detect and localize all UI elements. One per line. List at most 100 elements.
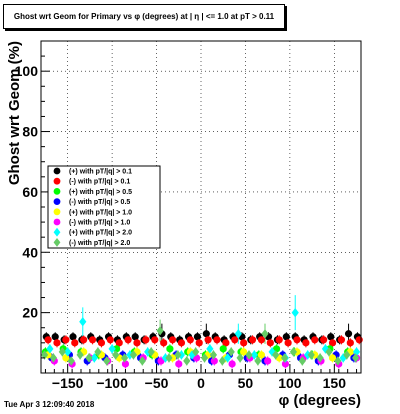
data-point [131,333,139,341]
data-point [231,336,239,344]
legend-marker [53,167,61,175]
x-tick-label: −50 [145,375,169,391]
data-point [344,330,353,338]
data-point [218,356,226,366]
data-point [192,347,200,357]
data-point [206,344,214,354]
data-point [121,360,130,368]
data-point [289,347,298,357]
data-point [228,360,236,368]
data-point [53,339,61,347]
data-point [79,317,87,327]
data-point [209,350,218,360]
data-point [177,339,186,347]
data-point [343,350,351,360]
data-point [97,339,106,347]
grid-lines [41,41,361,373]
legend-entry: (-) with pT/|q| > 1.0 [69,220,130,227]
data-point [46,344,54,354]
data-point [210,357,218,365]
data-point [352,353,360,363]
data-point [302,339,310,347]
data-point [195,339,203,347]
data-point [175,360,183,368]
x-axis-title: φ (degrees) [279,392,361,409]
data-point [62,336,70,344]
data-point [166,345,174,353]
legend-entry: (-) with pT/|q| > 2.0 [69,240,130,247]
data-point [272,350,280,360]
data-point [204,336,212,344]
x-tick-label: 150 [323,375,347,391]
data-point [160,339,168,347]
data-point [280,353,289,363]
data-point [254,356,262,366]
data-point [64,347,72,357]
legend-marker [53,188,61,195]
data-point [293,336,301,344]
data-point [85,353,93,363]
data-point [69,333,77,341]
data-point [250,350,258,360]
timestamp: Tue Apr 3 12:09:40 2018 [4,400,95,409]
data-point [266,339,274,347]
data-point [352,347,361,357]
data-point [183,356,191,366]
legend-marker [53,237,61,247]
data-point [257,351,266,359]
data-point [281,360,290,368]
data-point [334,356,342,366]
data-point [108,344,116,354]
legend: (+) with pT/|q| > 0.1 (-) with pT/|q| > 0… [47,165,161,249]
data-point [268,347,276,357]
data-point [222,339,230,347]
x-tick-label: −150 [52,375,84,391]
data-point [67,356,75,366]
data-point [51,333,59,341]
data-point [186,336,194,344]
data-point [320,336,328,344]
x-tick-label: 0 [197,375,205,391]
data-point [325,347,333,357]
legend-marker [53,198,61,206]
data-point [124,336,132,344]
data-point [88,336,97,344]
data-point [264,357,272,365]
data-points [40,307,363,368]
data-point [227,347,235,357]
data-point [307,350,315,360]
data-point [316,353,324,363]
data-point [193,333,202,341]
data-point [129,350,138,360]
y-tick-label: 20 [22,305,38,321]
data-point [90,353,98,363]
data-point [224,353,232,363]
data-point [337,336,346,344]
data-point [261,329,269,339]
data-point [328,354,337,362]
data-point [80,336,88,344]
legend-entry: (-) with pT/|q| > 0.5 [69,199,130,206]
data-point [327,333,335,341]
legend-marker [53,208,61,216]
data-point [115,339,123,347]
data-point [346,339,354,347]
data-point [147,347,155,357]
data-point [112,345,121,353]
data-point [142,336,150,344]
data-point [248,336,257,344]
y-tick-label: 80 [22,124,38,140]
data-point [245,350,253,360]
legend-box [47,165,161,249]
data-point [236,353,244,363]
y-tick-label: 60 [22,184,38,200]
data-point [94,347,102,357]
legend-entry: (+) with pT/|q| > 1.0 [69,209,132,216]
data-point [120,353,129,363]
data-point [168,336,177,344]
axis-ticks: −150 −100 −50 0 50 100 150 20 40 60 80 100 [15,40,358,391]
data-point [133,339,141,347]
data-point [284,339,292,347]
legend-entry: (-) with pT/|q| > 0.1 [69,179,130,186]
